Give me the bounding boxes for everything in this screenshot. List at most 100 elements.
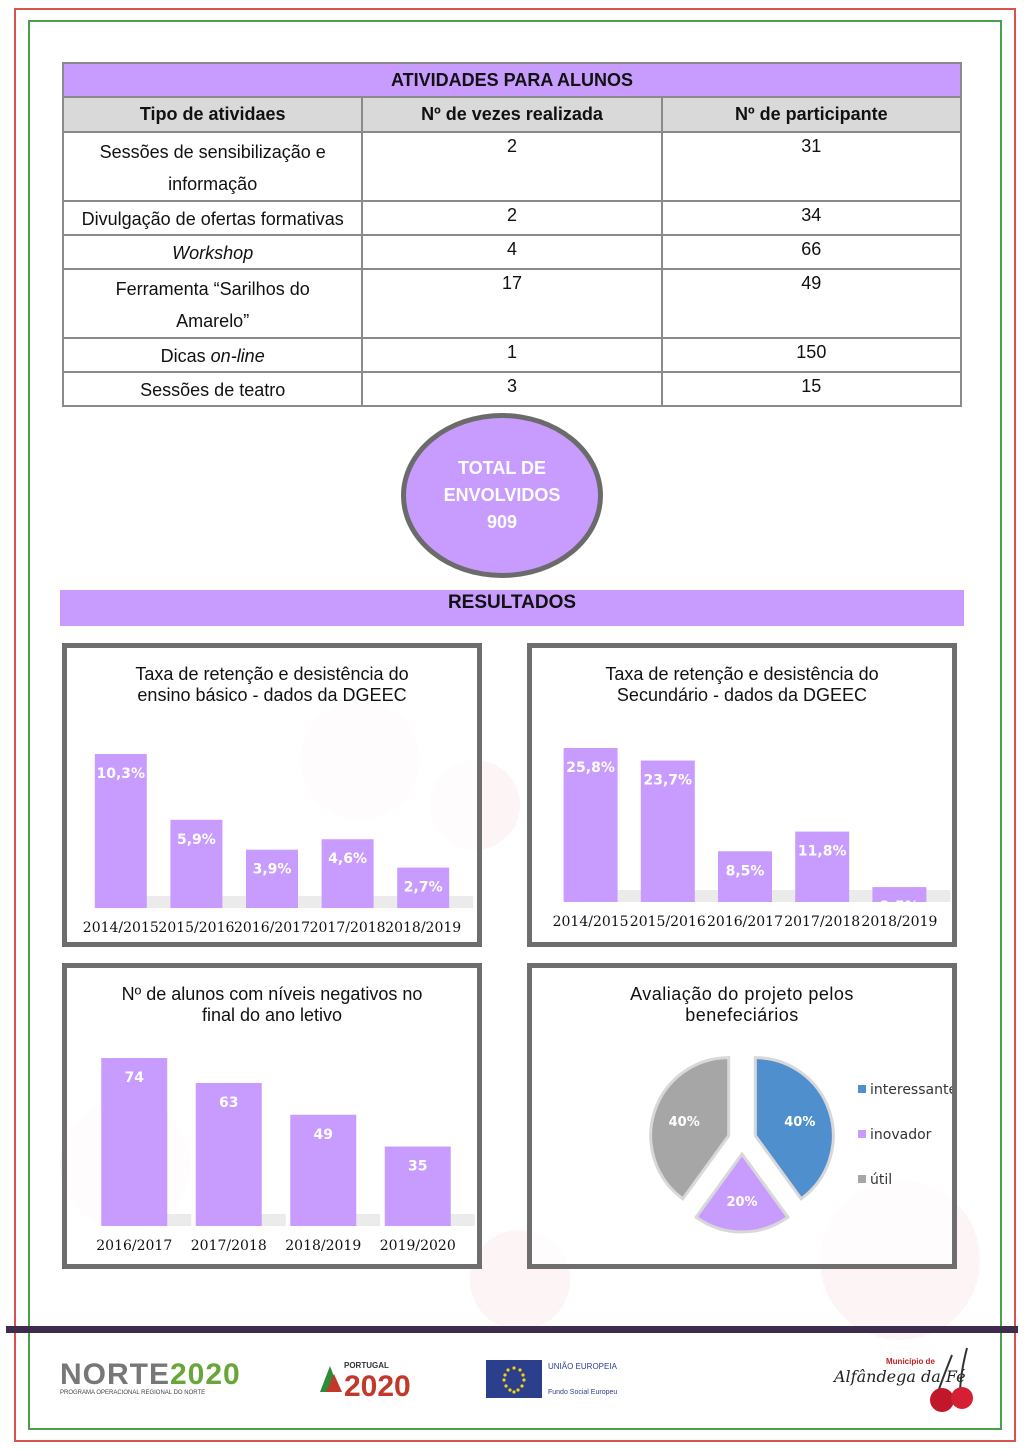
activity-participants: 31 bbox=[660, 131, 963, 202]
chart-bar bbox=[246, 849, 298, 908]
category-label: 2015/2016 bbox=[630, 914, 706, 930]
portugal2020-icon bbox=[320, 1366, 342, 1392]
chart-bar bbox=[101, 1058, 168, 1226]
activity-type: Divulgação de ofertas formativas bbox=[61, 200, 364, 236]
bar-chart-negative-grades: 74 2016/2017 63 2017/2018 49 2018/2019 35 2019/… bbox=[96, 1058, 475, 1254]
norte2020-subtitle: PROGRAMA OPERACIONAL REGIONAL DO NORTE bbox=[60, 1390, 206, 1396]
table-row: Divulgação de ofertas formativas 2 34 bbox=[61, 200, 963, 236]
data-label: 8,5% bbox=[726, 863, 765, 879]
activity-times: 17 bbox=[361, 268, 663, 339]
chart-panel-secondary-retention: Taxa de retenção e desistência do Secundá… bbox=[527, 643, 957, 947]
activity-type: Dicas on-line bbox=[61, 337, 364, 373]
activity-participants: 34 bbox=[660, 200, 963, 236]
bar-chart-basic-retention: 10,3% 2014/2015 5,9% 2015/2016 3,9% 2016/2017… bbox=[83, 754, 474, 936]
activity-type: Ferramenta “Sarilhos do Amarelo” bbox=[61, 268, 364, 339]
activity-participants: 66 bbox=[660, 234, 963, 270]
activities-table-title: ATIVIDADES PARA ALUNOS bbox=[62, 62, 962, 98]
eu-fund-label: Fundo Social Europeu bbox=[548, 1389, 618, 1396]
municipality-name: Alfândega da Fé bbox=[834, 1367, 966, 1386]
activity-times: 1 bbox=[361, 337, 663, 373]
chart-bar bbox=[290, 1114, 357, 1226]
chart-title: Avaliação do projeto pelos benefeciários bbox=[630, 984, 854, 1025]
table-row: Workshop 4 66 bbox=[61, 234, 963, 270]
activities-table: ATIVIDADES PARA ALUNOS Tipo de atividaes… bbox=[61, 62, 963, 407]
activity-times: 2 bbox=[361, 200, 663, 236]
total-involved-badge: TOTAL DE ENVOLVIDOS 909 bbox=[401, 413, 603, 578]
data-label: 23,7% bbox=[644, 773, 693, 789]
chart-bar bbox=[872, 887, 927, 902]
chart-panel-basic-retention: Taxa de retenção e desistência do ensino … bbox=[62, 643, 482, 947]
category-label: 2017/2018 bbox=[191, 1238, 267, 1254]
category-label: 2015/2016 bbox=[158, 920, 234, 936]
chart-panel-project-evaluation: Avaliação do projeto pelos benefeciários … bbox=[527, 963, 957, 1269]
table-row: Sessões de teatro 3 15 bbox=[61, 371, 963, 407]
category-label: 2014/2015 bbox=[83, 920, 159, 936]
legend-swatch bbox=[858, 1175, 866, 1183]
data-label: 49 bbox=[314, 1127, 333, 1143]
chart-panel-negative-grades: Nº de alunos com níveis negativos no fina… bbox=[62, 963, 482, 1269]
category-label: 2016/2017 bbox=[96, 1238, 172, 1254]
table-row: Ferramenta “Sarilhos do Amarelo” 17 49 bbox=[61, 268, 963, 339]
data-label: 3,9% bbox=[253, 862, 292, 878]
legend-swatch bbox=[858, 1130, 866, 1138]
column-header-participants: Nº de participante bbox=[660, 96, 963, 133]
data-label: 40% bbox=[669, 1115, 700, 1130]
data-label: 35 bbox=[408, 1159, 427, 1175]
chart-title: Taxa de retenção e desistência do Secundá… bbox=[605, 664, 879, 705]
data-label: 20% bbox=[726, 1195, 757, 1210]
activity-participants: 150 bbox=[660, 337, 963, 373]
category-label: 2018/2019 bbox=[385, 920, 461, 936]
chart-title: Nº de alunos com níveis negativos no fina… bbox=[121, 984, 423, 1025]
category-label: 2017/2018 bbox=[310, 920, 386, 936]
data-label: 74 bbox=[125, 1070, 145, 1086]
data-label: 11,8% bbox=[798, 844, 847, 860]
portugal2020-label: PORTUGAL bbox=[344, 1361, 389, 1370]
data-label: 5,9% bbox=[177, 832, 216, 848]
activity-participants: 15 bbox=[660, 371, 963, 407]
data-label: 40% bbox=[784, 1115, 815, 1130]
data-label: 10,3% bbox=[97, 766, 146, 782]
pie-slice bbox=[753, 1056, 835, 1201]
activity-type: Sessões de teatro bbox=[61, 371, 364, 407]
chart-bar bbox=[321, 839, 374, 908]
chart-bar bbox=[94, 754, 147, 908]
chart-bar bbox=[384, 1146, 451, 1226]
norte2020-logo: NORTE2020 bbox=[60, 1358, 241, 1391]
total-label-line2: ENVOLVIDOS bbox=[443, 485, 561, 505]
data-label: 2,7% bbox=[404, 880, 443, 896]
pie-slice bbox=[694, 1151, 790, 1234]
portugal2020-year: 2020 bbox=[344, 1370, 411, 1403]
chart-bar bbox=[640, 760, 695, 902]
legend-label: interessante bbox=[870, 1082, 952, 1098]
pie-slice bbox=[649, 1056, 731, 1201]
category-label: 2018/2019 bbox=[285, 1238, 361, 1254]
results-heading: RESULTADOS bbox=[60, 590, 964, 626]
chart-bar bbox=[397, 867, 450, 908]
data-label: 2,5% bbox=[880, 899, 919, 915]
category-label: 2018/2019 bbox=[861, 914, 937, 930]
pie-chart-project-evaluation: 40% 20% 40% interessante inovador útil bbox=[649, 1056, 952, 1234]
municipality-label: Município de bbox=[886, 1357, 935, 1366]
bar-chart-secondary-retention: 25,8% 2014/2015 23,7% 2015/2016 8,5% 2016/201… bbox=[553, 748, 951, 930]
legend-label: inovador bbox=[870, 1127, 932, 1143]
chart-bar bbox=[718, 851, 772, 902]
eu-label: UNIÃO EUROPEIA bbox=[548, 1362, 617, 1371]
table-row: Sessões de sensibilização e informação 2 … bbox=[61, 131, 963, 202]
category-label: 2016/2017 bbox=[707, 914, 783, 930]
table-row: Dicas on-line 1 150 bbox=[61, 337, 963, 373]
total-value: 909 bbox=[486, 512, 518, 532]
cherry-logo-icon bbox=[930, 1347, 973, 1412]
chart-bar bbox=[795, 831, 850, 902]
total-label-line1: TOTAL DE bbox=[457, 458, 546, 478]
data-label: 63 bbox=[219, 1095, 238, 1111]
activity-participants: 49 bbox=[660, 268, 963, 339]
category-label: 2019/2020 bbox=[380, 1238, 456, 1254]
chart-bar bbox=[170, 819, 223, 908]
chart-bar bbox=[563, 748, 618, 902]
category-label: 2017/2018 bbox=[784, 914, 860, 930]
legend-swatch bbox=[858, 1085, 866, 1093]
chart-title: Taxa de retenção e desistência do ensino … bbox=[135, 664, 409, 705]
column-header-times: Nº de vezes realizada bbox=[361, 96, 663, 133]
chart-bar bbox=[195, 1082, 262, 1226]
activity-type: Sessões de sensibilização e informação bbox=[61, 131, 364, 202]
